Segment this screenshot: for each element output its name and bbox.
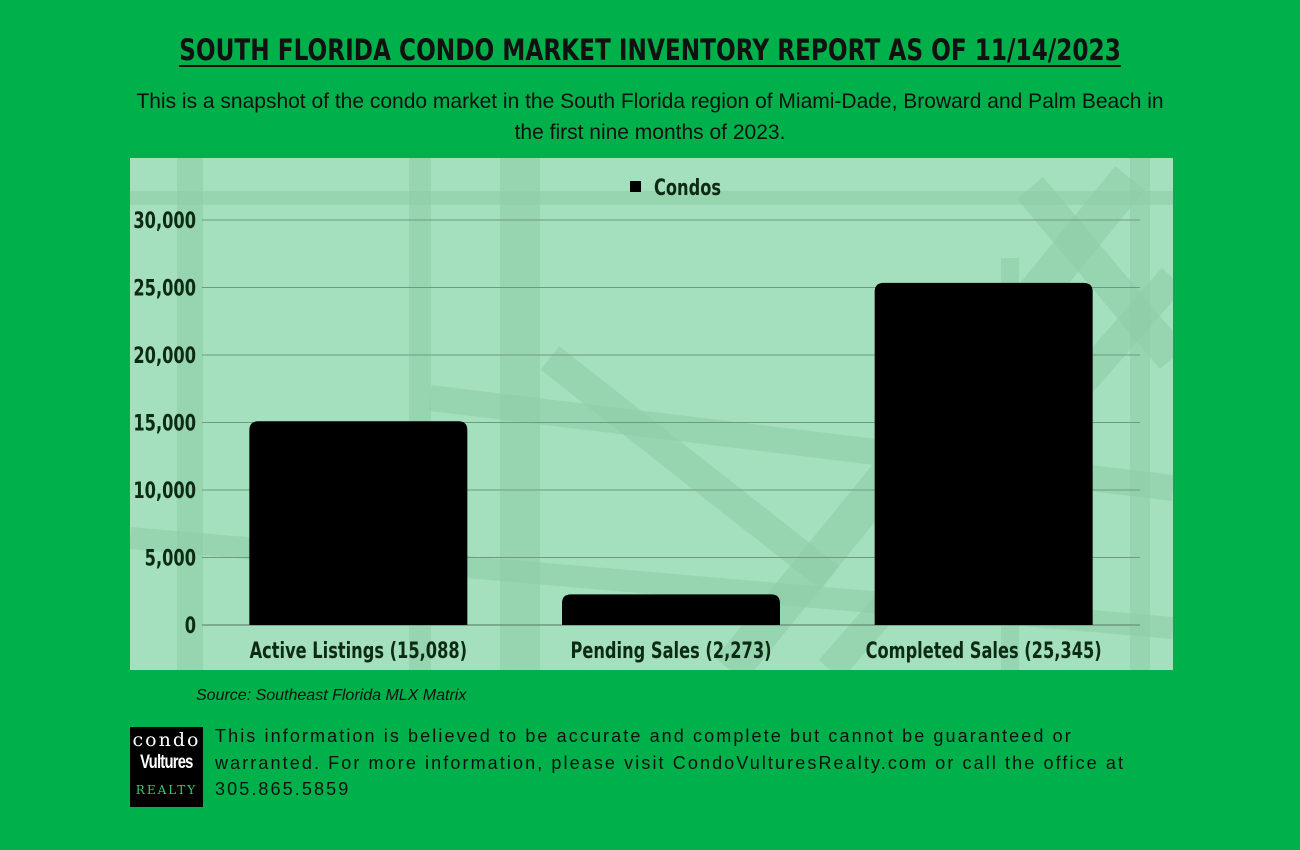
chart-panel: 0 5,000 10,000 15,000 20,000 25,000 30,000 Acti…	[130, 158, 1173, 670]
bar-chart: 0 5,000 10,000 15,000 20,000 25,000 30,000 Acti…	[133, 174, 1140, 663]
y-tick-label: 15,000	[133, 410, 196, 436]
y-tick-label: 5,000	[145, 545, 196, 571]
y-tick-label: 30,000	[133, 207, 196, 233]
x-category-label: Active Listings (15,088)	[250, 637, 467, 663]
legend-swatch	[630, 181, 641, 192]
disclaimer-text: This information is believed to be accur…	[215, 726, 1126, 799]
bar	[249, 421, 468, 625]
source-note: Source: Southeast Florida MLX Matrix	[196, 687, 467, 704]
bar	[874, 282, 1093, 625]
x-category-label: Pending Sales (2,273)	[570, 637, 771, 663]
chart-subtitle: This is a snapshot of the condo market i…	[136, 90, 1164, 144]
chart-title: SOUTH FLORIDA CONDO MARKET INVENTORY REP…	[179, 33, 1121, 67]
legend-label: Condos	[654, 174, 721, 200]
y-tick-label: 20,000	[133, 342, 196, 368]
y-tick-label: 25,000	[133, 275, 196, 301]
y-tick-label: 0	[185, 612, 196, 638]
bar	[562, 594, 780, 625]
y-tick-label: 10,000	[133, 477, 196, 503]
condo-vultures-logo: condo Vultures REALTY	[130, 727, 203, 807]
x-category-label: Completed Sales (25,345)	[866, 637, 1102, 663]
